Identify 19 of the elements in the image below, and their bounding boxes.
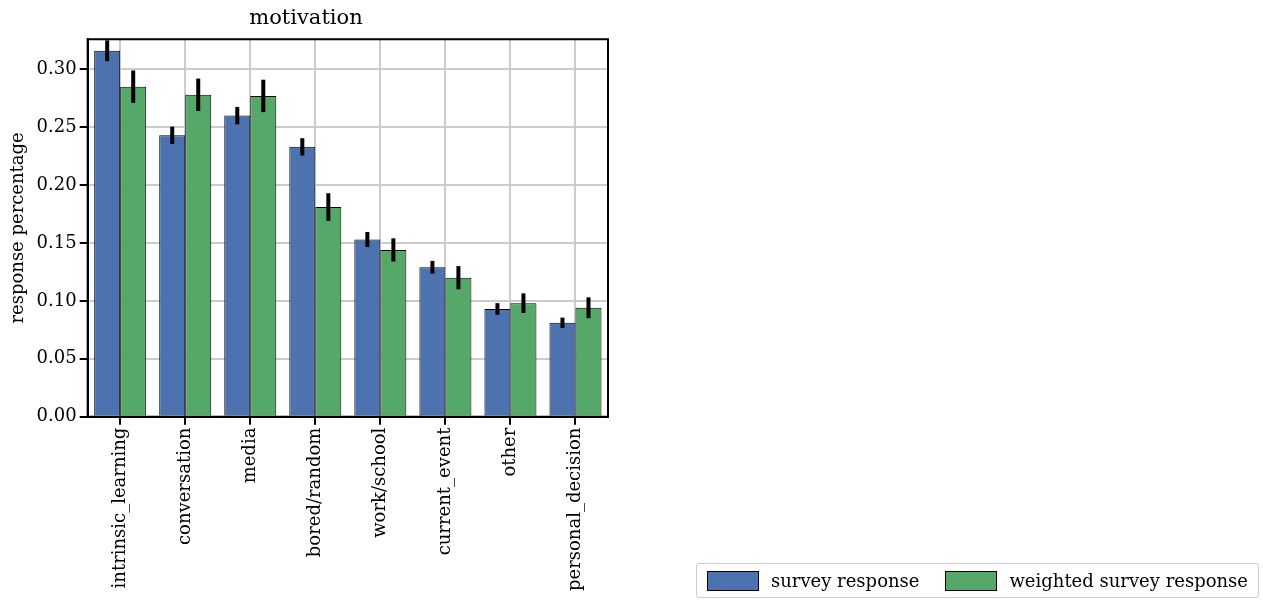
x-tick-label: current_event bbox=[433, 426, 456, 556]
y-axis-title: response percentage bbox=[6, 132, 28, 324]
y-tick-label: 0.10 bbox=[36, 288, 77, 310]
y-tick-label: 0.05 bbox=[36, 346, 77, 368]
y-tick-label: 0.15 bbox=[36, 230, 77, 252]
legend-label: survey response bbox=[770, 570, 920, 591]
y-tick-label: 0.30 bbox=[36, 56, 77, 78]
y-tick-label: 0.00 bbox=[36, 404, 77, 426]
legend-label: weighted survey response bbox=[1009, 570, 1248, 591]
x-tick-label: bored/random bbox=[302, 427, 324, 558]
chart-title: motivation bbox=[249, 5, 363, 30]
x-tick-label: personal_decision bbox=[563, 427, 586, 591]
x-tick-label: other bbox=[498, 427, 520, 477]
x-tick-label: intrinsic_learning bbox=[107, 427, 130, 589]
y-tick-label: 0.25 bbox=[36, 114, 77, 136]
x-tick-label: conversation bbox=[172, 427, 194, 545]
x-tick-label: media bbox=[237, 427, 259, 484]
y-tick-label: 0.20 bbox=[36, 172, 77, 194]
x-tick-label: work/school bbox=[368, 427, 390, 538]
